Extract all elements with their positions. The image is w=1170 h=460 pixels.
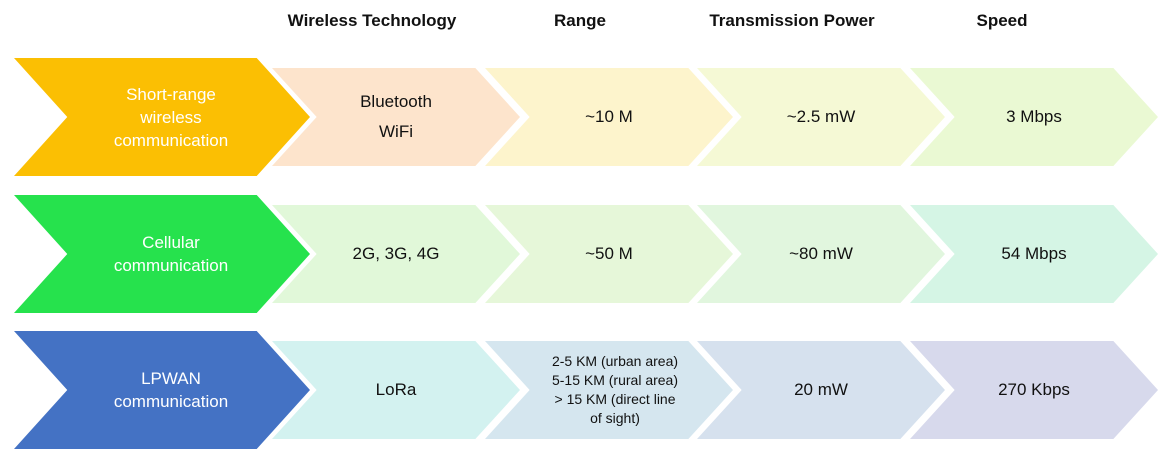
header-wireless-technology: Wireless Technology — [287, 11, 457, 30]
row-cellular: Cellular communication 2G, 3G, 4G ~50 M … — [0, 195, 1170, 313]
technology-value: LoRa — [375, 380, 417, 399]
technology-cell: 2G, 3G, 4G — [272, 205, 520, 303]
power-value: ~2.5 mW — [786, 107, 856, 126]
power-cell: ~80 mW — [697, 205, 945, 303]
header-range: Range — [554, 11, 606, 30]
technology-value: 2G, 3G, 4G — [352, 244, 440, 263]
speed-value: 270 Kbps — [998, 380, 1070, 399]
row-lpwan: LPWAN communication LoRa 2-5 KM (urban a… — [0, 331, 1170, 449]
range-value: 2-5 KM (urban area) 5-15 KM (rural area)… — [551, 353, 679, 426]
speed-cell: 270 Kbps — [910, 341, 1158, 439]
range-cell: ~50 M — [485, 205, 733, 303]
row-short-range: Short-range wireless communication Bluet… — [0, 58, 1170, 176]
category-chevron: LPWAN communication — [14, 331, 310, 449]
range-cell: ~10 M — [485, 68, 733, 166]
category-label: Cellular communication — [113, 233, 229, 275]
technology-value: Bluetooth WiFi — [360, 92, 432, 141]
range-value: ~10 M — [585, 107, 633, 126]
speed-value: 54 Mbps — [1001, 244, 1067, 263]
power-cell: ~2.5 mW — [697, 68, 945, 166]
speed-value: 3 Mbps — [1006, 107, 1062, 126]
range-cell: 2-5 KM (urban area) 5-15 KM (rural area)… — [485, 341, 733, 439]
range-value: ~50 M — [585, 244, 633, 263]
header-speed: Speed — [976, 11, 1028, 30]
category-label: LPWAN communication — [113, 369, 229, 411]
power-value: ~80 mW — [789, 244, 853, 263]
category-label: Short-range wireless communication — [113, 84, 229, 150]
power-value: 20 mW — [794, 380, 848, 399]
category-chevron: Short-range wireless communication — [14, 58, 310, 176]
header-transmission-power: Transmission Power — [709, 11, 875, 30]
power-cell: 20 mW — [697, 341, 945, 439]
speed-cell: 54 Mbps — [910, 205, 1158, 303]
speed-cell: 3 Mbps — [910, 68, 1158, 166]
category-chevron: Cellular communication — [14, 195, 310, 313]
